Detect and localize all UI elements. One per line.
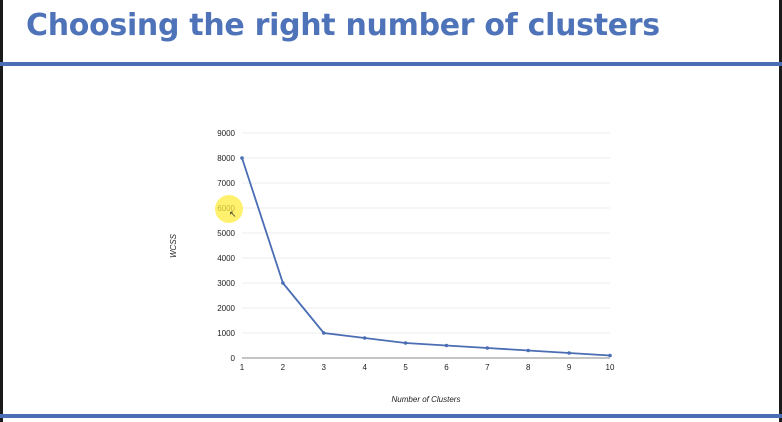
x-tick-label: 9 <box>567 363 572 372</box>
x-tick-label: 2 <box>281 363 286 372</box>
y-tick-label: 3000 <box>217 279 235 288</box>
y-tick-label: 4000 <box>217 254 235 263</box>
left-border <box>0 0 3 422</box>
data-point <box>485 346 490 350</box>
data-point <box>362 336 367 340</box>
cursor-highlight <box>215 195 243 223</box>
x-tick-label: 4 <box>362 363 367 372</box>
y-tick-label: 8000 <box>217 154 235 163</box>
x-tick-label: 8 <box>526 363 531 372</box>
slide-title: Choosing the right number of clusters <box>26 8 660 43</box>
x-tick-label: 7 <box>485 363 490 372</box>
y-tick-label: 5000 <box>217 229 235 238</box>
y-tick-label: 0 <box>231 354 236 363</box>
footer-divider <box>0 414 782 418</box>
x-tick-label: 6 <box>444 363 449 372</box>
data-point <box>444 343 449 348</box>
data-point <box>321 331 326 335</box>
y-tick-label: 1000 <box>217 329 235 338</box>
x-tick-labels: 1 2 3 4 5 6 7 8 9 10 <box>240 363 615 372</box>
mouse-cursor-icon: ↖ <box>229 210 237 220</box>
data-point <box>240 156 244 160</box>
data-point <box>526 348 531 353</box>
data-point <box>281 281 285 285</box>
gridlines <box>242 132 610 334</box>
title-divider <box>0 62 782 66</box>
y-axis-title: WCSS <box>169 233 178 258</box>
x-axis-title: Number of Clusters <box>392 395 461 404</box>
x-tick-label: 10 <box>606 363 615 372</box>
data-point <box>567 351 571 355</box>
right-border <box>779 0 782 422</box>
y-tick-label: 2000 <box>217 304 235 313</box>
wcss-series-line <box>241 157 611 357</box>
x-tick-label: 3 <box>322 363 327 372</box>
y-tick-labels: 0100020003000400050006000700080009000 <box>217 129 235 363</box>
data-points <box>240 156 612 358</box>
y-tick-label: 7000 <box>217 179 235 188</box>
y-tick-label: 9000 <box>217 129 235 138</box>
x-tick-label: 1 <box>240 363 245 372</box>
data-point <box>608 353 612 358</box>
data-point <box>403 341 408 345</box>
x-tick-label: 5 <box>403 363 408 372</box>
